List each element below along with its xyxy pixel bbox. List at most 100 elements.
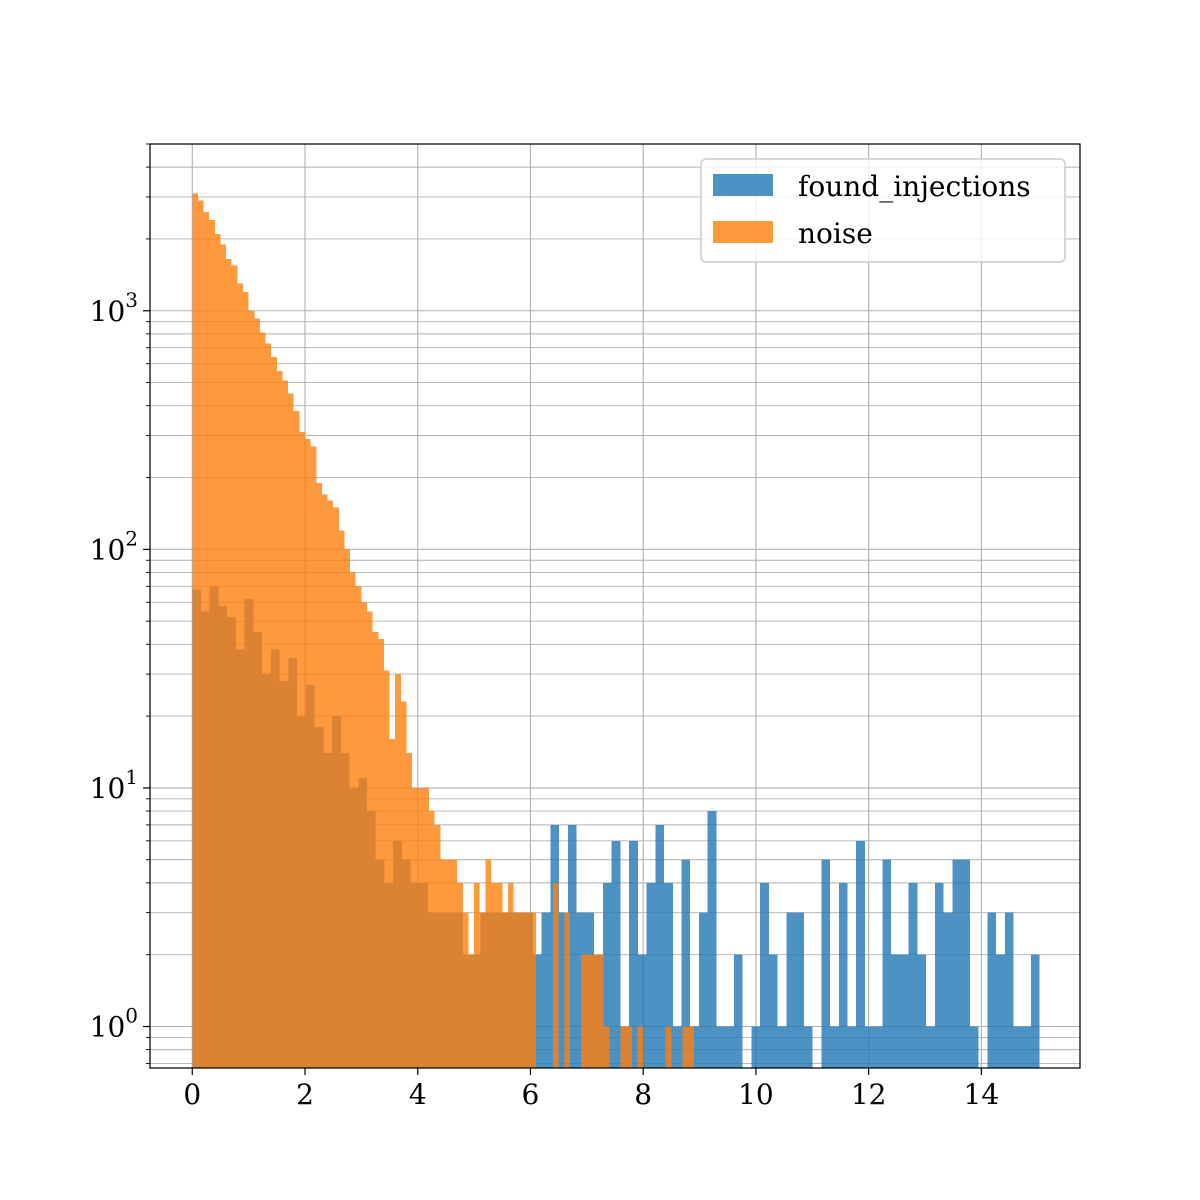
histogram-bar xyxy=(987,912,997,1068)
histogram-bar xyxy=(899,954,909,1068)
legend: found_injections noise xyxy=(700,158,1066,263)
axes-frame xyxy=(149,143,1081,1069)
histogram-bar xyxy=(629,840,638,1068)
histogram-bar xyxy=(996,954,1005,1068)
histogram-bar xyxy=(690,1026,699,1068)
histogram-bar xyxy=(576,912,586,1068)
histogram-bar xyxy=(440,859,446,1068)
histogram-bar xyxy=(530,912,537,1068)
histogram-bar xyxy=(777,1026,787,1068)
histogram-bar xyxy=(821,859,831,1068)
histogram-bar xyxy=(271,357,277,1068)
histogram-bar xyxy=(803,1026,813,1068)
histogram-bar xyxy=(688,1026,694,1068)
histogram-bar xyxy=(417,787,424,1068)
x-tick-label: 8 xyxy=(634,1078,652,1111)
histogram-bar xyxy=(926,1026,935,1068)
histogram-bar xyxy=(412,787,418,1068)
y-tick-label: 103 xyxy=(90,288,138,328)
histogram-bar xyxy=(682,1026,689,1068)
histogram-bar xyxy=(519,912,525,1068)
histogram-bar xyxy=(598,954,604,1068)
histogram-bar xyxy=(214,233,221,1069)
histogram-bar xyxy=(1013,1026,1023,1068)
histogram-bar xyxy=(367,611,373,1068)
histogram-bar xyxy=(908,882,918,1068)
histogram-bar xyxy=(276,370,283,1068)
histogram-bar xyxy=(646,882,656,1068)
histogram-bar xyxy=(707,811,717,1068)
legend-swatch-noise xyxy=(713,221,773,243)
histogram-bar xyxy=(655,824,665,1068)
histogram-bar xyxy=(768,954,778,1068)
histogram-bar xyxy=(451,859,458,1068)
histogram-bar xyxy=(917,954,927,1068)
histogram-bar xyxy=(864,1026,874,1068)
series-noise xyxy=(192,193,694,1069)
histogram-bar xyxy=(681,859,691,1068)
histogram-bar xyxy=(192,193,198,1068)
histogram-bar xyxy=(265,343,272,1068)
histogram-bar xyxy=(333,507,339,1069)
histogram-bar xyxy=(259,332,266,1068)
histogram-bar xyxy=(485,859,491,1068)
histogram-bar xyxy=(592,954,599,1068)
histogram-bar xyxy=(361,602,367,1068)
histogram-bar xyxy=(637,1026,644,1068)
histogram-bar xyxy=(637,954,647,1068)
legend-label-found-injections: found_injections xyxy=(798,170,1031,203)
histogram-bar xyxy=(293,411,300,1068)
histogram-bar xyxy=(847,1026,857,1068)
x-tick-label: 2 xyxy=(296,1078,314,1111)
histogram-bar xyxy=(429,811,435,1068)
histogram-bar xyxy=(220,244,227,1068)
histogram-bar xyxy=(462,912,469,1068)
histogram-bar xyxy=(203,211,210,1068)
histogram-bar xyxy=(559,912,568,1068)
y-tick-label: 100 xyxy=(90,1004,138,1044)
histogram-bar xyxy=(564,912,570,1068)
legend-box xyxy=(700,158,1066,263)
histogram-bar xyxy=(1004,912,1014,1068)
histogram-bar xyxy=(389,739,396,1068)
histogram-bar xyxy=(197,200,204,1068)
histogram-bar xyxy=(243,291,249,1068)
histogram-bar xyxy=(226,258,232,1068)
axis-ticks: 0 2 4 6 8 10 12 14 100 101 102 103 xyxy=(90,143,1000,1111)
histogram-bar xyxy=(507,882,514,1068)
histogram-bar xyxy=(355,586,362,1068)
histogram-bar xyxy=(400,701,407,1068)
histogram-bar xyxy=(603,1026,610,1068)
histogram-bar xyxy=(882,859,892,1068)
histogram-bar xyxy=(378,639,384,1068)
histogram-bar xyxy=(254,318,260,1068)
histogram-bar xyxy=(316,482,322,1069)
histogram-bar xyxy=(611,840,621,1068)
histogram-bar xyxy=(838,882,848,1068)
histogram-bar xyxy=(406,753,413,1068)
histogram-bar xyxy=(751,1026,761,1068)
histogram-bar xyxy=(664,882,673,1068)
x-tick-label: 14 xyxy=(964,1078,1000,1111)
histogram-bar xyxy=(491,882,497,1068)
histogram-bar xyxy=(672,1026,682,1068)
histogram-bar xyxy=(873,1026,883,1068)
histogram-bar xyxy=(943,912,953,1068)
histogram-bar xyxy=(434,824,441,1068)
histogram-bar xyxy=(305,439,311,1068)
histogram-bar xyxy=(344,549,351,1068)
histogram-bar xyxy=(716,1026,726,1068)
histogram-bar xyxy=(248,310,255,1068)
histogram-bar xyxy=(760,882,769,1068)
histogram-bar xyxy=(310,446,317,1069)
histogram-bar xyxy=(502,912,508,1068)
histogram-bar xyxy=(282,380,289,1068)
histogram-bar xyxy=(665,1026,672,1068)
y-tick-label: 102 xyxy=(90,526,138,566)
histogram-bar xyxy=(231,265,238,1068)
histogram-bar xyxy=(299,432,305,1068)
histogram-bar xyxy=(457,882,463,1068)
histogram-bar xyxy=(524,912,531,1068)
histogram-bar xyxy=(338,530,345,1068)
